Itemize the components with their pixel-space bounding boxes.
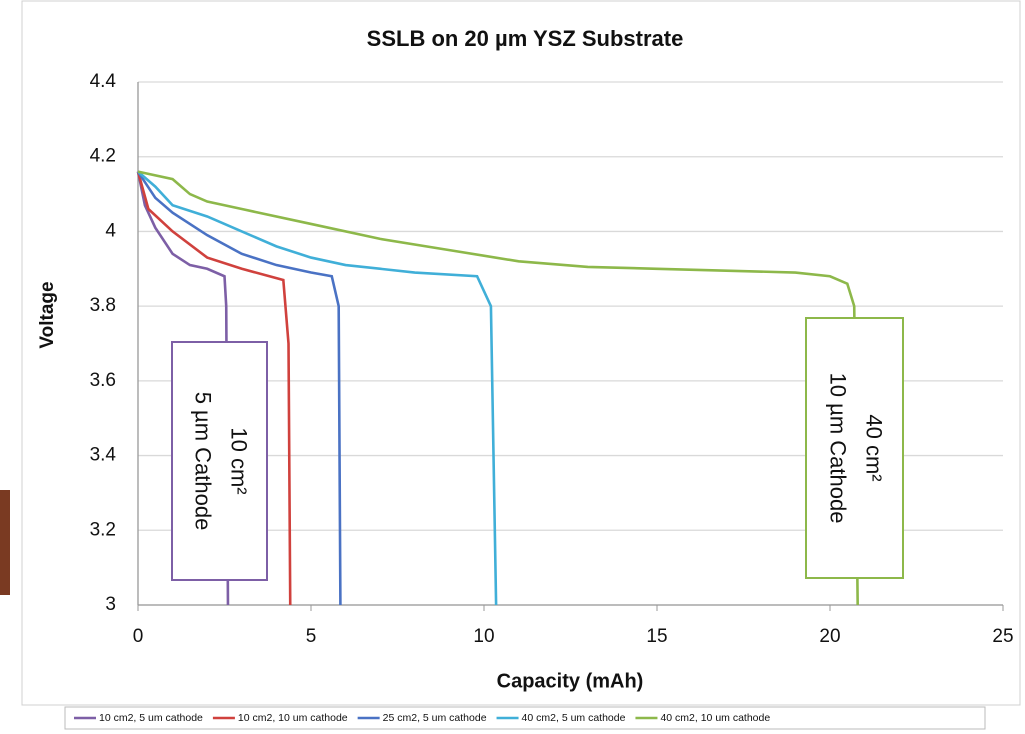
x-tick-label: 10 (473, 626, 494, 647)
y-tick-label: 3 (105, 594, 116, 615)
series-line (136, 171, 230, 606)
annotation-box (805, 317, 904, 579)
y-tick-label: 4 (105, 220, 116, 241)
y-tick-label: 3.6 (90, 370, 116, 391)
y-tick-label: 3.2 (90, 519, 116, 540)
chart-title: SSLB on 20 µm YSZ Substrate (367, 26, 684, 51)
y-tick-label: 3.8 (90, 295, 116, 316)
y-tick-label: 4.4 (90, 71, 117, 92)
series-line (137, 170, 859, 606)
edge-fragment (0, 490, 10, 595)
x-tick-label: 0 (133, 626, 144, 647)
annotation-text: 5 µm Cathode (191, 392, 216, 531)
x-axis-label: Capacity (mAh) (497, 670, 644, 692)
legend-label: 40 cm2, 5 um cathode (522, 712, 626, 724)
legend-label: 25 cm2, 5 um cathode (383, 712, 487, 724)
x-tick-label: 20 (819, 626, 840, 647)
x-tick-label: 5 (306, 626, 317, 647)
annotation-text: 10 cm² (227, 427, 252, 494)
legend-label: 40 cm2, 10 um cathode (660, 712, 770, 724)
y-tick-label: 3.4 (90, 445, 117, 466)
series-line (136, 170, 342, 606)
legend (64, 706, 986, 730)
annotation-box (171, 341, 268, 581)
annotation-text: 40 cm² (862, 414, 887, 481)
y-axis-label: Voltage (37, 281, 58, 348)
series-line (136, 171, 292, 606)
x-tick-label: 15 (646, 626, 667, 647)
series-line (137, 170, 498, 606)
y-tick-label: 4.2 (90, 146, 116, 167)
legend-label: 10 cm2, 10 um cathode (238, 712, 348, 724)
chart-border (21, 0, 1021, 706)
annotation-text: 10 µm Cathode (826, 373, 851, 524)
legend-label: 10 cm2, 5 um cathode (99, 712, 203, 724)
x-tick-label: 25 (992, 626, 1013, 647)
